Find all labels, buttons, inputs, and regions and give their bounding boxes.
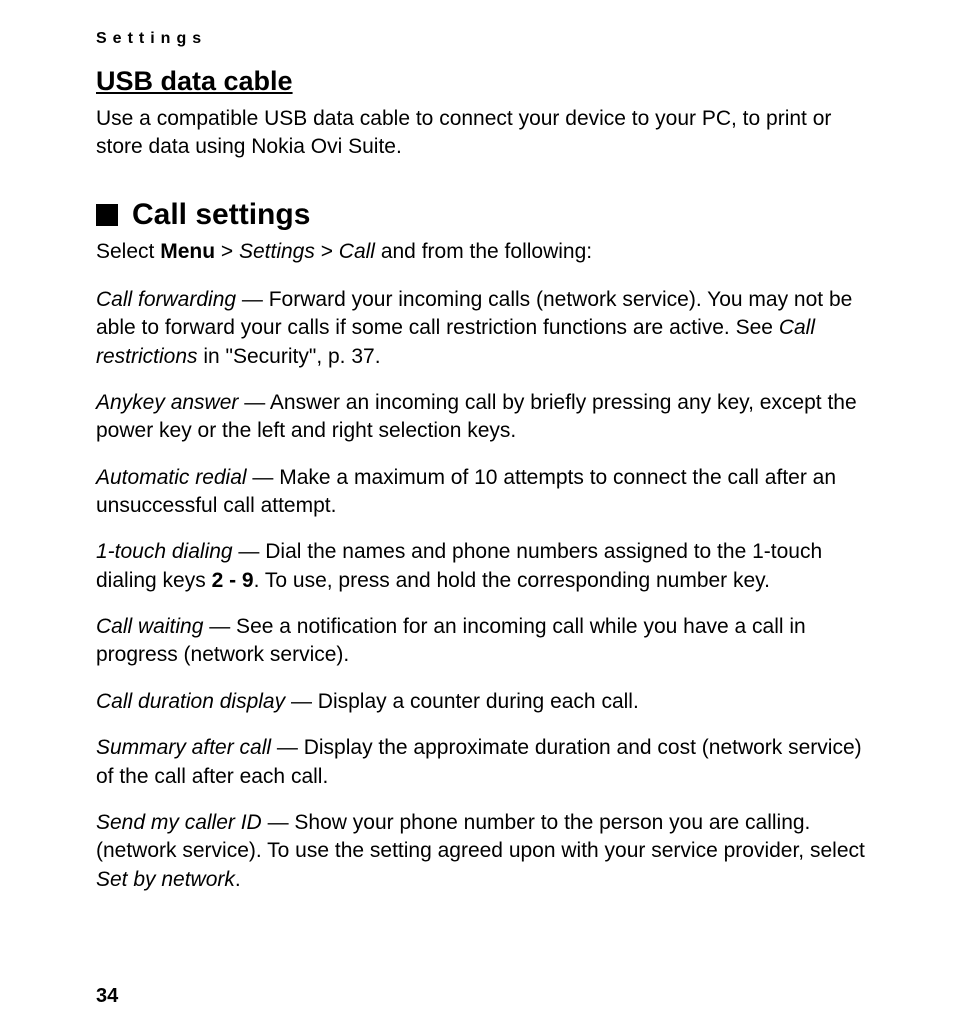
feature-term: 1-touch dialing (96, 540, 233, 563)
feature-body2: in "Security", p. 37. (198, 345, 381, 368)
feature-body2: . (235, 868, 241, 891)
nav-settings: Settings (239, 240, 315, 263)
feature-term: Anykey answer (96, 391, 238, 414)
feature-term: Call forwarding (96, 288, 236, 311)
feature-call-waiting: Call waiting — See a notification for an… (96, 613, 874, 670)
feature-anykey-answer: Anykey answer — Answer an incoming call … (96, 389, 874, 446)
manual-page: Settings USB data cable Use a compatible… (0, 0, 954, 1036)
usb-section-title: USB data cable (96, 66, 874, 97)
nav-prefix: Select (96, 240, 160, 263)
feature-term: Call duration display (96, 690, 285, 713)
feature-call-forwarding: Call forwarding — Forward your incoming … (96, 286, 874, 371)
feature-call-duration-display: Call duration display — Display a counte… (96, 688, 874, 716)
feature-automatic-redial: Automatic redial — Make a maximum of 10 … (96, 464, 874, 521)
page-number: 34 (96, 985, 118, 1008)
feature-1touch-dialing: 1-touch dialing — Dial the names and pho… (96, 538, 874, 595)
call-settings-title: Call settings (132, 198, 310, 232)
feature-ref: Set by network (96, 868, 235, 891)
nav-menu: Menu (160, 240, 215, 263)
feature-summary-after-call: Summary after call — Display the approxi… (96, 734, 874, 791)
feature-term: Send my caller ID (96, 811, 262, 834)
feature-keys: 2 - 9 (212, 569, 254, 592)
call-settings-heading: Call settings (96, 198, 874, 232)
chapter-label: Settings (96, 30, 874, 48)
nav-sep1: > (215, 240, 239, 263)
nav-sep2: > (315, 240, 339, 263)
nav-call: Call (339, 240, 375, 263)
nav-suffix: and from the following: (375, 240, 592, 263)
feature-body: — Display a counter during each call. (285, 690, 639, 713)
usb-section-body: Use a compatible USB data cable to conne… (96, 105, 874, 162)
square-bullet-icon (96, 204, 118, 226)
feature-term: Call waiting (96, 615, 203, 638)
feature-send-my-caller-id: Send my caller ID — Show your phone numb… (96, 809, 874, 894)
feature-term: Summary after call (96, 736, 271, 759)
feature-term: Automatic redial (96, 466, 247, 489)
feature-body2: . To use, press and hold the correspondi… (254, 569, 770, 592)
call-settings-nav: Select Menu > Settings > Call and from t… (96, 238, 874, 266)
feature-body: — See a notification for an incoming cal… (96, 615, 806, 666)
